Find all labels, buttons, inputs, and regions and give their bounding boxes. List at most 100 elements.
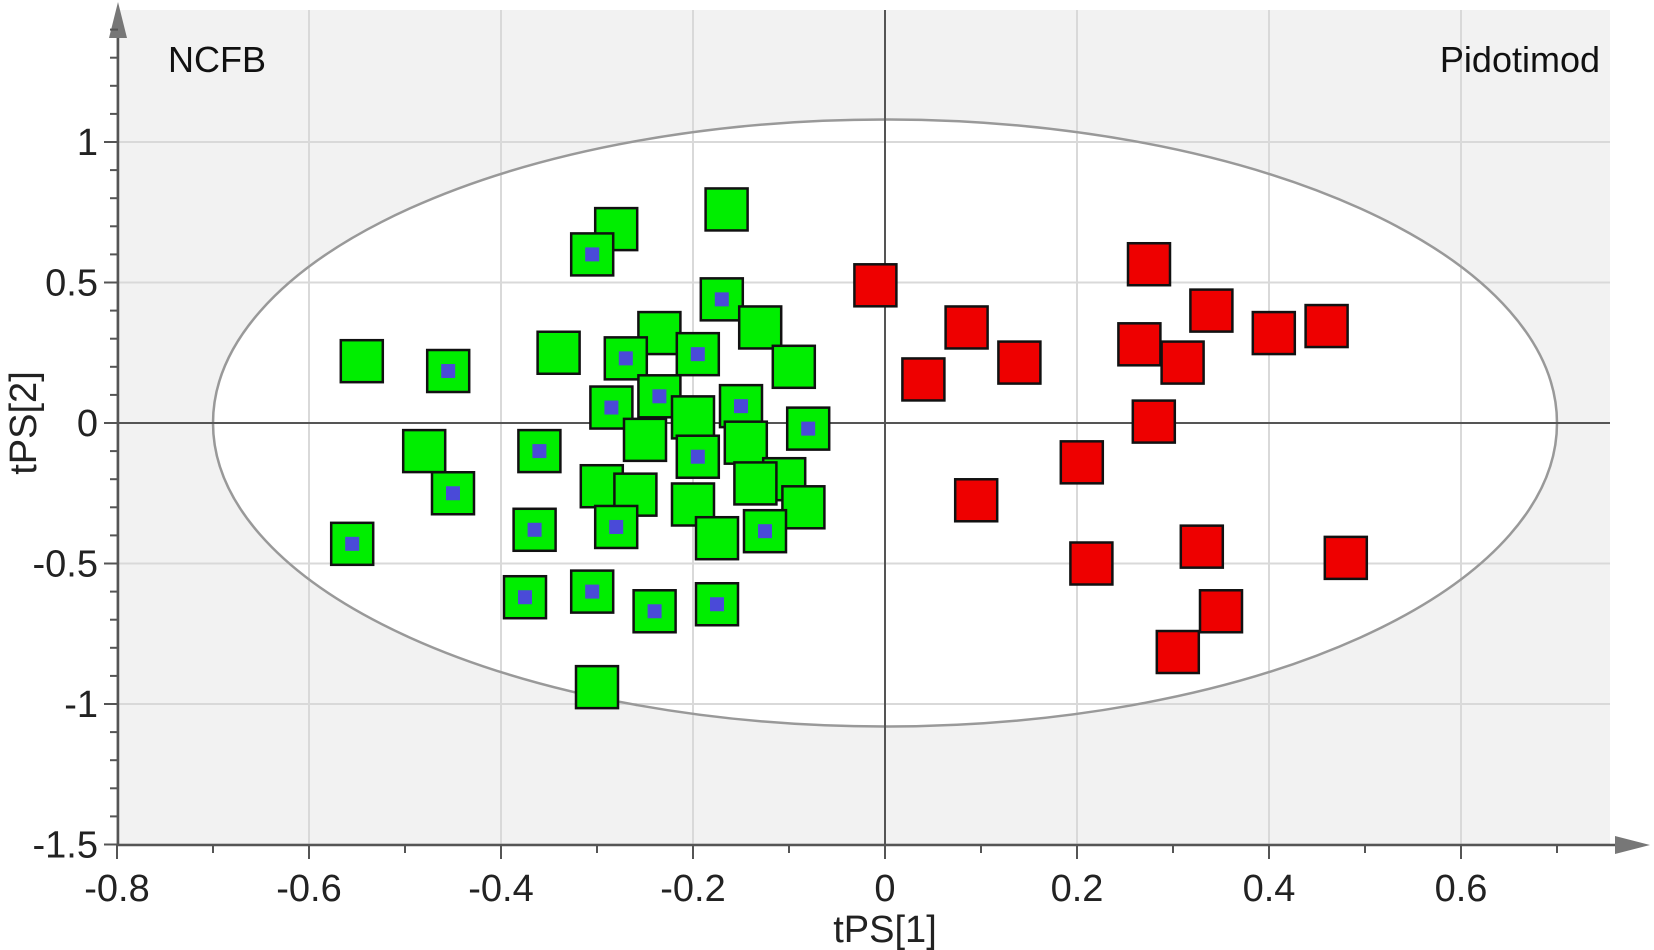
- ncfb-marker: [502, 574, 548, 620]
- pidotimod-marker: [853, 263, 898, 308]
- zero-reference-lines: [118, 10, 1610, 845]
- pidotimod-point: [1069, 541, 1114, 586]
- ncfb-point: [589, 385, 634, 430]
- y-tick-label: 0: [77, 403, 98, 445]
- marker-center-dot: [618, 351, 633, 366]
- ncfb-point: [536, 330, 581, 375]
- ncfb-marker: [574, 664, 620, 710]
- marker-center-dot: [585, 584, 600, 599]
- ncfb-point: [593, 504, 639, 550]
- ncfb-point: [781, 485, 826, 530]
- pidotimod-marker: [901, 357, 946, 402]
- marker-center-dot: [441, 364, 456, 379]
- x-tick-label: 0: [874, 868, 895, 910]
- axes: [109, 2, 1650, 854]
- ncfb-point: [603, 336, 649, 381]
- ncfb-point: [622, 417, 668, 463]
- pidotimod-point: [1117, 322, 1162, 367]
- y-tick-label: 1: [77, 122, 98, 164]
- x-axis-arrow: [1615, 836, 1650, 854]
- pidotimod-group-label: Pidotimod: [1440, 39, 1600, 80]
- marker-center-dot: [690, 449, 705, 464]
- pidotimod-marker: [1323, 535, 1369, 581]
- pidotimod-point: [1131, 399, 1177, 444]
- pidotimod-marker: [1198, 589, 1244, 634]
- ncfb-point: [329, 521, 375, 567]
- ncfb-marker: [401, 428, 447, 474]
- ncfb-point: [694, 515, 740, 561]
- pidotimod-point: [1198, 589, 1244, 634]
- marker-center-dot: [734, 399, 748, 414]
- ncfb-point: [699, 277, 745, 322]
- ncfb-point: [675, 331, 721, 377]
- marker-center-dot: [690, 347, 705, 362]
- ncfb-marker: [339, 338, 385, 384]
- ncfb-point: [574, 664, 620, 710]
- marker-center-dot: [714, 292, 729, 307]
- marker-center-dot: [604, 400, 619, 415]
- pidotimod-marker: [953, 478, 999, 523]
- ncfb-marker: [622, 417, 668, 463]
- pidotimod-point: [997, 340, 1042, 385]
- ncfb-marker: [694, 515, 740, 561]
- pidotimod-point: [1059, 440, 1105, 485]
- pidotimod-point: [1251, 310, 1297, 356]
- marker-center-dot: [609, 519, 624, 534]
- y-axis-ticks: -1.5 -1 -0.5 0 0.5 1: [33, 28, 118, 867]
- marker-center-dot: [647, 604, 662, 619]
- marker-center-dot: [345, 536, 360, 551]
- marker-center-dot: [652, 389, 667, 404]
- pidotimod-marker: [1117, 322, 1162, 367]
- pidotimod-point: [1304, 303, 1349, 349]
- pidotimod-marker: [1251, 310, 1297, 356]
- pidotimod-marker: [1059, 440, 1105, 485]
- x-tick-label: -0.2: [660, 868, 725, 910]
- marker-center-dot: [801, 421, 816, 436]
- ncfb-point: [517, 428, 562, 474]
- ncfb-point: [737, 305, 783, 350]
- y-tick-label: -0.5: [33, 544, 98, 586]
- ncfb-marker: [781, 485, 826, 530]
- ncfb-point: [502, 574, 548, 620]
- ncfb-marker: [733, 461, 778, 506]
- pidotimod-point: [1323, 535, 1369, 581]
- x-axis-ticks: -0.8 -0.6 -0.4 -0.2 0 0.2 0.4 0.6: [84, 845, 1558, 910]
- pidotimod-marker: [1160, 340, 1205, 385]
- pidotimod-marker: [997, 340, 1042, 385]
- pidotimod-point: [953, 478, 999, 523]
- y-tick-label: -1: [64, 684, 98, 726]
- y-axis-title: tPS[2]: [3, 371, 45, 475]
- pidotimod-point: [853, 263, 898, 308]
- pidotimod-marker: [1126, 241, 1172, 287]
- ncfb-point: [670, 395, 716, 440]
- ncfb-marker: [771, 344, 817, 390]
- ncfb-point: [718, 383, 764, 429]
- marker-center-dot: [758, 524, 772, 539]
- ncfb-marker: [723, 420, 769, 465]
- ncfb-point: [425, 348, 471, 394]
- x-tick-label: 0.4: [1243, 868, 1296, 910]
- pidotimod-marker: [1131, 399, 1177, 444]
- ncfb-point: [733, 461, 778, 506]
- marker-center-dot: [527, 522, 542, 537]
- x-tick-label: 0.6: [1435, 868, 1488, 910]
- ncfb-marker: [704, 187, 749, 232]
- pidotimod-point: [1155, 629, 1201, 675]
- ncfb-marker: [603, 336, 649, 381]
- pidotimod-marker: [1189, 288, 1234, 333]
- marker-center-dot: [710, 597, 724, 612]
- ncfb-group-label: NCFB: [168, 39, 266, 80]
- x-tick-label: 0.2: [1051, 868, 1104, 910]
- x-tick-label: -0.6: [276, 868, 341, 910]
- ncfb-point: [742, 508, 788, 554]
- ncfb-point: [339, 338, 385, 384]
- ncfb-point: [569, 232, 615, 277]
- ncfb-point: [694, 581, 740, 627]
- y-tick-label: 0.5: [45, 263, 98, 305]
- pidotimod-marker: [1155, 629, 1201, 675]
- marker-center-dot: [446, 486, 460, 501]
- ncfb-marker: [737, 305, 783, 350]
- marker-center-dot: [518, 590, 532, 605]
- marker-center-dot: [585, 247, 600, 262]
